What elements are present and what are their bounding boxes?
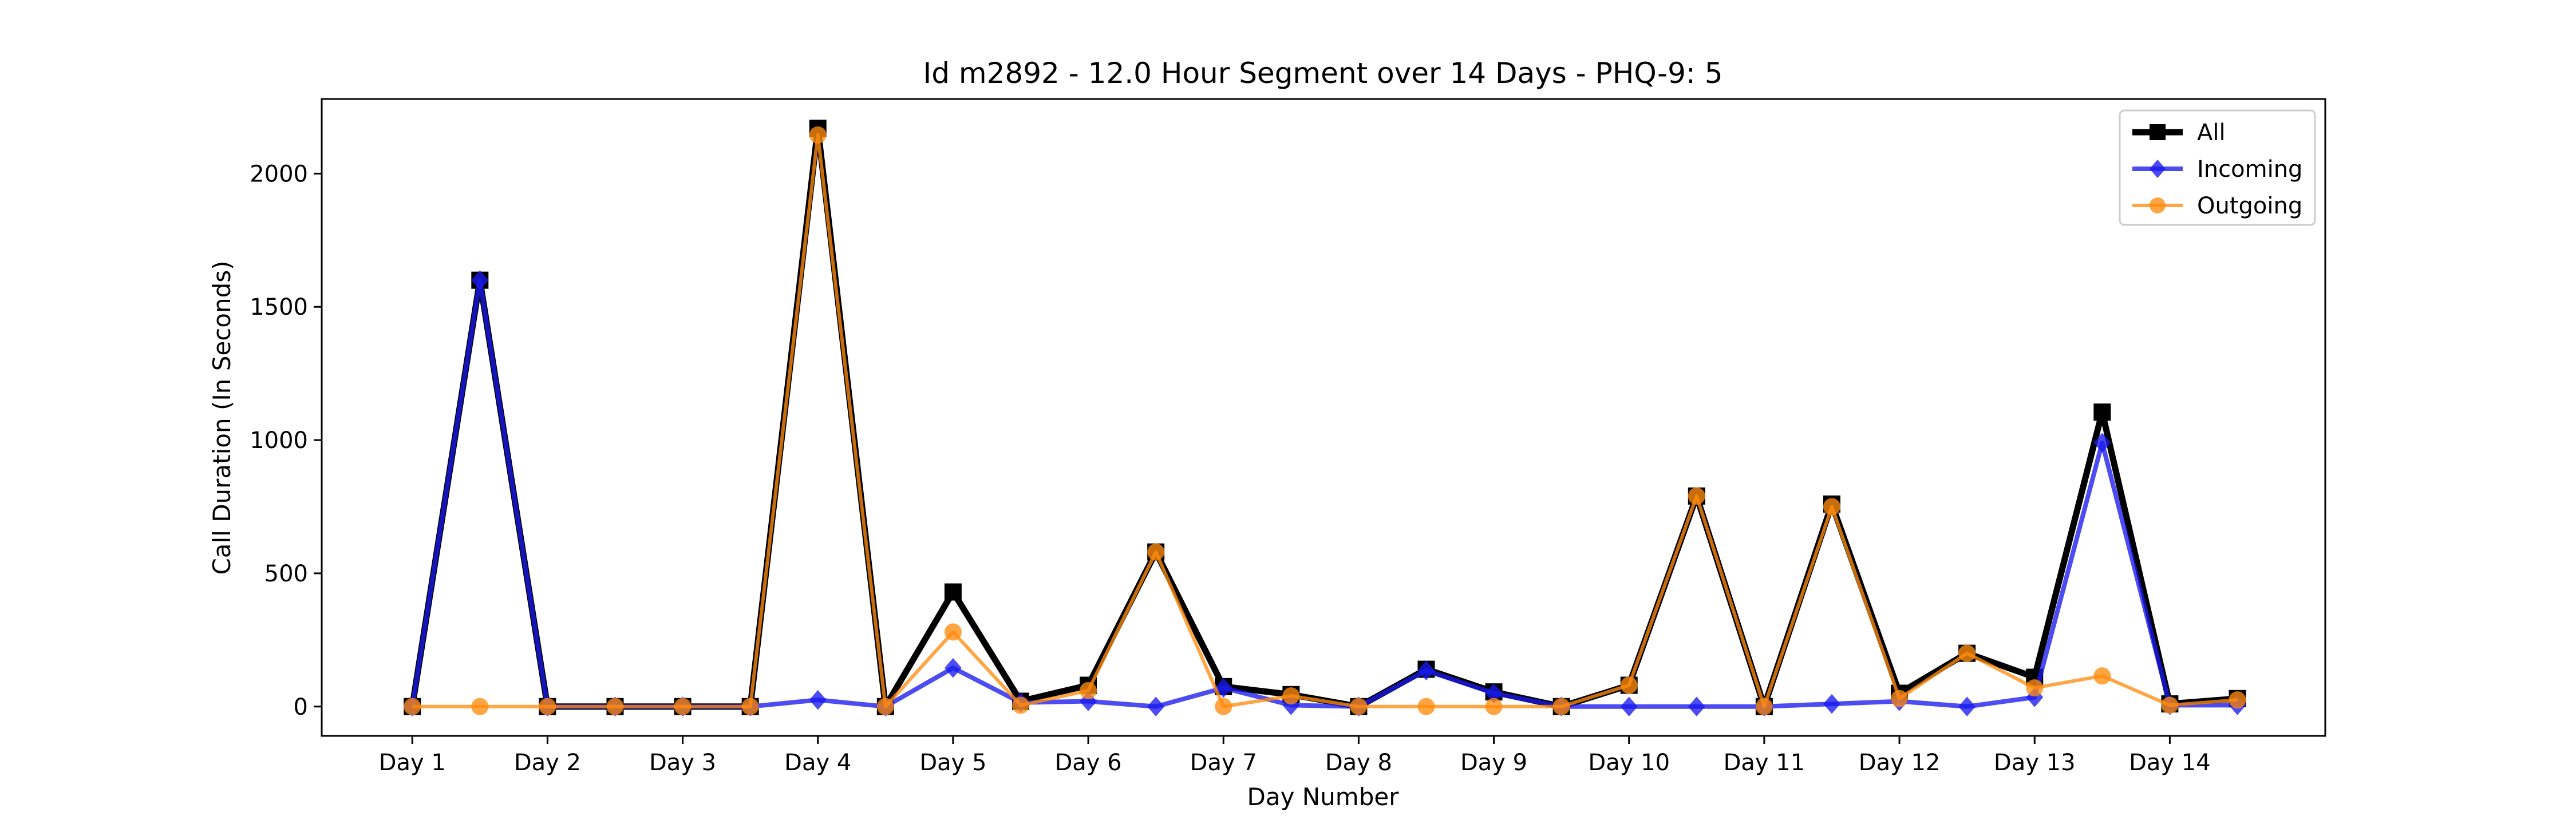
data-point-outgoing	[1891, 690, 1909, 707]
x-tick-label: Day 6	[1054, 750, 1121, 776]
data-point-outgoing	[1147, 543, 1165, 561]
y-tick-label: 1000	[250, 427, 308, 454]
data-point-incoming	[1620, 696, 1638, 717]
legend: All Incoming Outgoing	[2119, 109, 2316, 226]
x-tick-label: Day 9	[1460, 750, 1527, 776]
data-point-outgoing	[1823, 498, 1840, 516]
data-point-outgoing	[1958, 644, 1976, 662]
x-tick-label: Day 14	[2129, 750, 2211, 776]
data-point-outgoing	[944, 623, 962, 641]
data-point-outgoing	[2229, 691, 2246, 709]
data-point-outgoing	[2161, 696, 2179, 714]
x-tick-label: Day 11	[1724, 750, 1805, 776]
x-tick-label: Day 4	[784, 750, 851, 776]
legend-item-all: All	[2132, 120, 2226, 146]
legend-marker	[2150, 124, 2166, 140]
legend-label: Outgoing	[2197, 193, 2302, 219]
data-point-outgoing	[1755, 698, 1773, 715]
y-axis-label: Call Duration (In Seconds)	[208, 260, 236, 575]
data-point-incoming	[1147, 696, 1165, 717]
data-point-outgoing	[1485, 698, 1503, 715]
plot-area	[404, 120, 2246, 717]
chart-title: Id m2892 - 12.0 Hour Segment over 14 Day…	[923, 57, 1722, 90]
x-axis: Day 1 Day 2 Day 3 Day 4 Day 5 Day 6 Day 7 Day 8…	[379, 736, 2211, 776]
data-point-incoming	[2093, 433, 2111, 453]
legend-marker	[2150, 197, 2166, 213]
data-point-incoming	[1688, 696, 1705, 717]
x-tick-label: Day 5	[919, 750, 986, 776]
y-tick-label: 1500	[250, 294, 308, 320]
data-point-outgoing	[404, 698, 421, 715]
data-point-incoming	[1485, 683, 1503, 703]
data-point-outgoing	[606, 698, 624, 715]
x-tick-label: Day 13	[1994, 750, 2076, 776]
x-tick-label: Day 12	[1859, 750, 1941, 776]
data-point-outgoing	[1215, 698, 1232, 715]
data-point-outgoing	[1552, 698, 1570, 715]
data-point-outgoing	[876, 698, 894, 715]
data-point-outgoing	[1080, 682, 1097, 699]
data-point-outgoing	[539, 698, 556, 715]
legend-marker	[2150, 159, 2166, 179]
x-tick-label: Day 8	[1325, 750, 1392, 776]
y-tick-label: 2000	[250, 161, 308, 187]
data-point-outgoing	[1688, 487, 1705, 505]
data-point-outgoing	[2026, 679, 2044, 697]
legend-label: Incoming	[2197, 156, 2302, 183]
x-axis-label: Day Number	[1247, 783, 1399, 811]
x-tick-label: Day 2	[514, 750, 581, 776]
data-point-incoming	[944, 657, 962, 678]
data-point-outgoing	[1417, 698, 1435, 715]
data-point-incoming	[1958, 696, 1976, 717]
data-point-outgoing	[1350, 698, 1368, 715]
data-point-outgoing	[1282, 687, 1300, 705]
x-tick-label: Day 7	[1190, 750, 1257, 776]
data-point-incoming	[809, 690, 827, 710]
data-point-outgoing	[1620, 676, 1638, 694]
data-point-all	[944, 583, 962, 601]
data-point-incoming	[1417, 660, 1435, 681]
data-point-outgoing	[809, 126, 827, 144]
data-point-outgoing	[471, 698, 489, 715]
data-point-outgoing	[1012, 696, 1029, 714]
plot-frame	[321, 98, 2326, 737]
legend-item-incoming: Incoming	[2132, 156, 2302, 183]
data-point-outgoing	[2093, 667, 2111, 685]
series-outgoing	[404, 126, 2246, 715]
data-point-incoming	[471, 270, 489, 290]
legend-item-outgoing: Outgoing	[2132, 193, 2302, 219]
y-tick-label: 500	[264, 561, 308, 587]
x-tick-label: Day 3	[649, 750, 716, 776]
y-axis: 0 500 1000 1500 2000	[250, 161, 322, 720]
data-point-outgoing	[741, 698, 759, 715]
series-line-outgoing	[412, 133, 2238, 708]
legend-box	[2119, 109, 2316, 226]
x-tick-label: Day 1	[379, 750, 446, 776]
data-point-incoming	[1823, 694, 1840, 714]
legend-label: All	[2197, 120, 2226, 146]
y-tick-label: 0	[294, 694, 308, 720]
data-point-all	[2093, 403, 2111, 421]
data-point-outgoing	[674, 698, 692, 715]
x-tick-label: Day 10	[1588, 750, 1670, 776]
